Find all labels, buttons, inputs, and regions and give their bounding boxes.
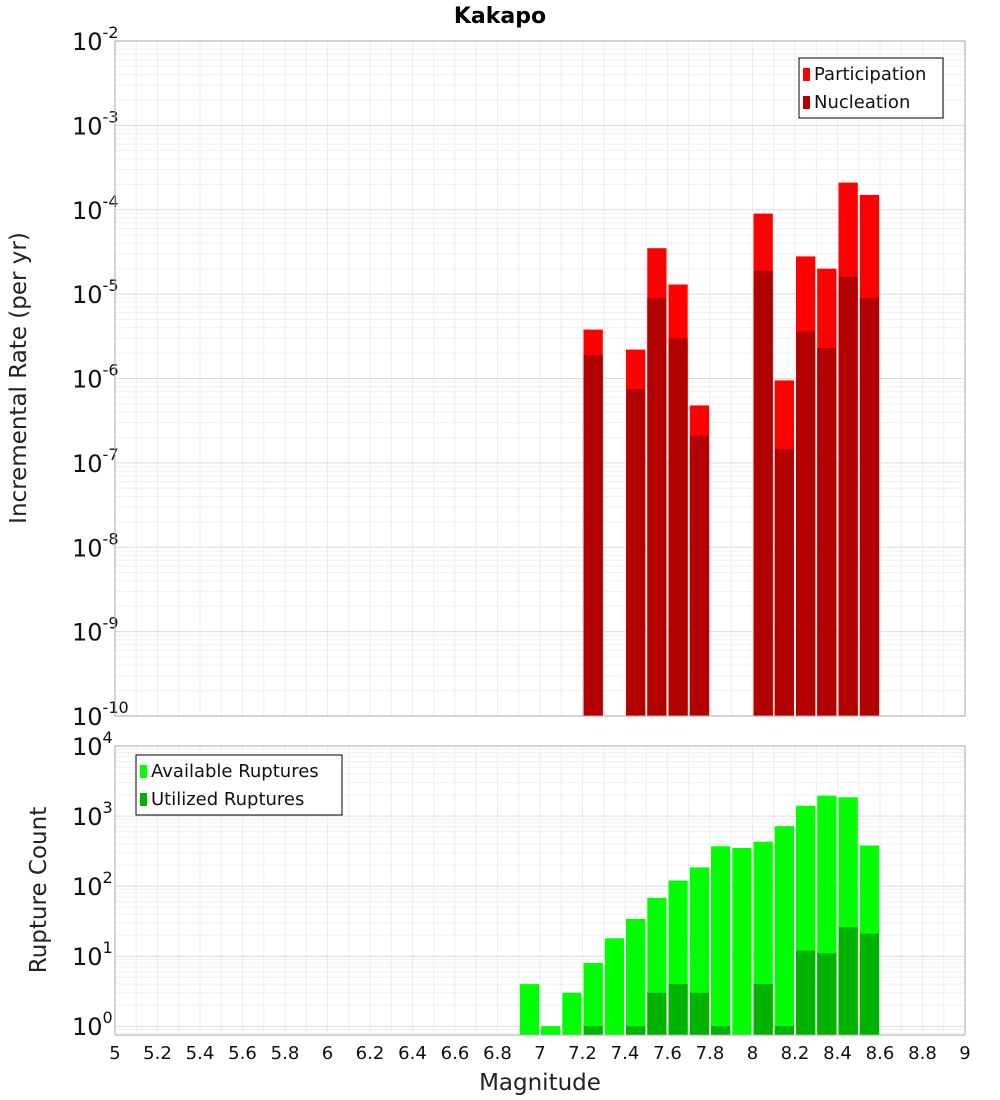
- rate-nucleation-bar: [838, 276, 858, 716]
- count-bars: [519, 795, 880, 1035]
- count-available-ruptures-bar: [604, 938, 624, 1035]
- count-y-tick-labels: 100 101 102 103 104: [72, 728, 113, 1041]
- x-tick-label: 5.2: [143, 1043, 172, 1064]
- legend-label-participation: Participation: [814, 64, 926, 85]
- x-axis-label: Magnitude: [479, 1070, 601, 1096]
- x-tick-label: 8.2: [781, 1043, 810, 1064]
- count-utilized-ruptures-bar: [647, 992, 667, 1035]
- count-utilized-ruptures-bar: [583, 1026, 603, 1035]
- count-available-ruptures-bar: [562, 992, 582, 1035]
- x-tick-label: 7.6: [653, 1043, 682, 1064]
- x-tick-label: 8: [747, 1043, 758, 1064]
- rate-bars: [583, 182, 880, 717]
- rate-nucleation-bar: [668, 338, 688, 716]
- rate-nucleation-bar: [774, 449, 794, 716]
- x-tick-label: 5.6: [228, 1043, 257, 1064]
- count-available-ruptures-bar: [541, 1026, 561, 1035]
- rate-nucleation-bar: [753, 270, 773, 716]
- rate-y-tick-label: 10-9: [72, 614, 119, 647]
- x-tick-label: 6.2: [356, 1043, 385, 1064]
- rate-y-tick-label: 10-3: [72, 107, 119, 140]
- count-available-ruptures-bar: [583, 963, 603, 1035]
- x-tick-labels: 5 5.2 5.4 5.6 5.8 6 6.2 6.4 6.6 6.8 7 7.2 7.4 7.6 7.8 8…: [109, 1043, 970, 1064]
- x-tick-label: 5.4: [186, 1043, 215, 1064]
- rate-y-tick-label: 10-10: [72, 698, 129, 731]
- count-utilized-ruptures-bar: [626, 1026, 646, 1035]
- count-utilized-ruptures-bar: [838, 927, 858, 1035]
- rate-y-tick-label: 10-2: [72, 23, 119, 56]
- count-available-ruptures-bar: [711, 846, 731, 1035]
- count-y-tick-label: 100: [72, 1008, 113, 1041]
- count-legend: Available Ruptures Utilized Ruptures: [135, 754, 343, 816]
- rate-y-tick-label: 10-7: [72, 445, 119, 478]
- count-available-ruptures-bar: [626, 918, 646, 1035]
- legend-swatch-utilized-ruptures: [140, 793, 147, 806]
- x-tick-label: 8.4: [823, 1043, 852, 1064]
- count-utilized-ruptures-bar: [689, 992, 710, 1035]
- count-y-axis-label: Rupture Count: [26, 807, 52, 973]
- count-utilized-ruptures-bar: [753, 984, 773, 1035]
- count-available-ruptures-bar: [774, 826, 794, 1035]
- x-tick-label: 7: [534, 1043, 545, 1064]
- count-y-tick-label: 101: [72, 938, 113, 971]
- x-tick-label: 7.2: [568, 1043, 597, 1064]
- chart-title: Kakapo: [454, 4, 546, 29]
- count-utilized-ruptures-bar: [796, 950, 816, 1035]
- rate-panel: 10-10 10-9 10-8 10-7 10-6 10-5 10-4 10-3 10-2 In…: [6, 23, 966, 731]
- x-tick-label: 5: [109, 1043, 120, 1064]
- count-utilized-ruptures-bar: [859, 933, 880, 1035]
- rate-nucleation-bar: [689, 435, 710, 716]
- rate-legend: Participation Nucleation: [798, 57, 944, 119]
- rate-y-tick-label: 10-4: [72, 192, 119, 225]
- rate-legend-box: [798, 57, 944, 119]
- count-utilized-ruptures-bar: [668, 984, 688, 1035]
- legend-swatch-nucleation: [803, 96, 810, 109]
- count-available-ruptures-bar: [732, 848, 752, 1035]
- count-y-tick-label: 102: [72, 868, 113, 901]
- legend-label-utilized-ruptures: Utilized Ruptures: [151, 789, 304, 810]
- rate-y-tick-label: 10-6: [72, 361, 119, 394]
- count-utilized-ruptures-bar: [817, 953, 837, 1035]
- rate-y-axis-label: Incremental Rate (per yr): [6, 232, 32, 524]
- rate-nucleation-bar: [796, 331, 816, 716]
- x-tick-label: 7.8: [696, 1043, 725, 1064]
- rate-nucleation-bar: [583, 355, 603, 716]
- count-available-ruptures-bar: [519, 984, 540, 1035]
- x-tick-label: 6.4: [398, 1043, 427, 1064]
- rate-y-tick-label: 10-8: [72, 529, 119, 562]
- legend-label-nucleation: Nucleation: [814, 92, 910, 113]
- rate-gridlines: [114, 41, 966, 717]
- rate-y-tick-label: 10-5: [72, 276, 119, 309]
- count-panel: 100 101 102 103 104 5 5.2 5.4 5.6 5.8 6 6.2 6.4 6.6 6…: [26, 728, 971, 1096]
- legend-swatch-participation: [803, 68, 810, 81]
- x-tick-label: 6.6: [441, 1043, 470, 1064]
- rate-nucleation-bar: [647, 298, 667, 716]
- x-tick-label: 6.8: [483, 1043, 512, 1064]
- rate-nucleation-bar: [859, 298, 880, 716]
- x-tick-label: 7.4: [611, 1043, 640, 1064]
- legend-swatch-available-ruptures: [140, 765, 147, 778]
- x-tick-label: 8.8: [908, 1043, 937, 1064]
- rate-nucleation-bar: [626, 389, 646, 716]
- count-utilized-ruptures-bar: [774, 1026, 794, 1035]
- count-y-tick-label: 103: [72, 798, 113, 831]
- x-tick-label: 8.6: [866, 1043, 895, 1064]
- count-y-tick-label: 104: [72, 728, 113, 761]
- rate-plot-frame: [114, 40, 966, 717]
- count-plot-frame: [114, 745, 966, 1036]
- count-utilized-ruptures-bar: [711, 1026, 731, 1035]
- rate-nucleation-bar: [817, 348, 837, 716]
- x-tick-label: 9: [959, 1043, 970, 1064]
- x-tick-label: 6: [322, 1043, 333, 1064]
- x-tick-label: 5.8: [271, 1043, 300, 1064]
- count-legend-box: [135, 754, 343, 816]
- legend-label-available-ruptures: Available Ruptures: [151, 761, 319, 782]
